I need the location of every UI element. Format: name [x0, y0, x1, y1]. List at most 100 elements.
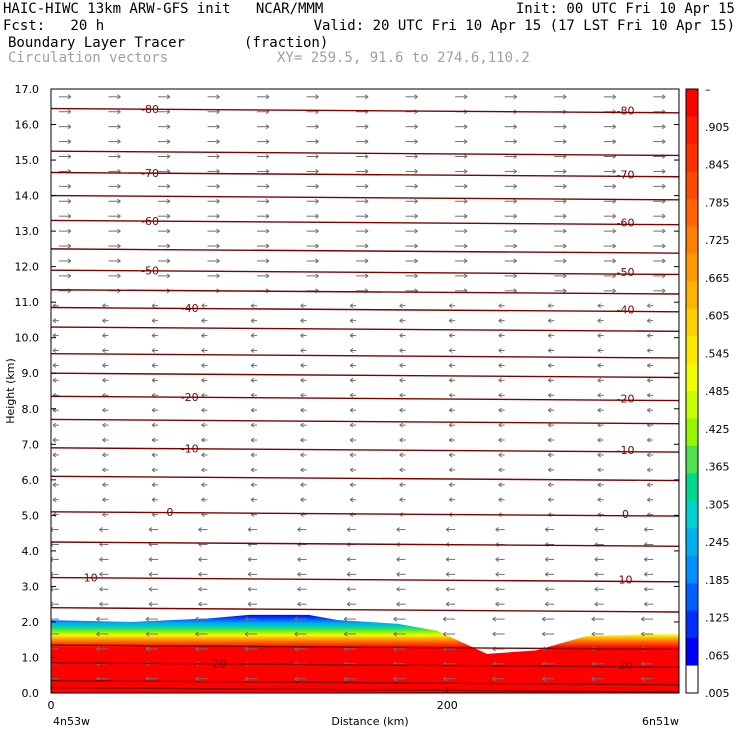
circulation-vector-head [145, 646, 150, 652]
circulation-vector-head [646, 437, 651, 443]
circulation-vector-head [265, 228, 270, 234]
circulation-vector-head [364, 228, 369, 234]
circulation-vector-head [547, 333, 552, 338]
contour-label: 10 [84, 572, 98, 585]
circulation-vector-head [52, 497, 57, 503]
circulation-vector-head [102, 497, 106, 503]
circulation-vector-head [399, 333, 403, 338]
circulation-vector-head [661, 228, 666, 234]
circulation-vector-head [265, 258, 270, 264]
circulation-vector-head [244, 616, 249, 622]
circulation-vector-head [265, 273, 270, 279]
init-time: Init: 00 UTC Fri 10 Apr 15 [515, 1, 735, 17]
circulation-vector-head [646, 392, 651, 398]
circulation-vector-head [247, 571, 252, 577]
circulation-vector-head [99, 601, 103, 607]
circulation-vector-head [201, 497, 205, 503]
circulation-vector-head [597, 377, 601, 383]
circulation-vector-head [52, 467, 57, 473]
y-tick-label: 8.0 [22, 403, 40, 416]
circulation-vector-head [661, 139, 666, 145]
circulation-vector-head [151, 422, 156, 428]
circulation-vector-head [597, 392, 601, 398]
circulation-vector-head [52, 348, 57, 353]
circulation-vector-head [52, 422, 57, 428]
temperature-contour-line-unlabeled [51, 679, 679, 686]
circulation-vector-head [201, 377, 205, 383]
circulation-vector-head [513, 198, 517, 204]
y-tick-label: 2.0 [22, 616, 40, 629]
circulation-vector-head [148, 586, 153, 592]
circulation-vector-head [198, 556, 202, 562]
circulation-vector-head [250, 467, 255, 473]
contour-label: 20 [212, 657, 226, 670]
circulation-vector-head [414, 228, 418, 234]
circulation-vector-head [591, 661, 595, 667]
circulation-vector-head [166, 213, 171, 219]
temperature-contour-line-unlabeled [51, 248, 679, 254]
circulation-vector-head [315, 94, 319, 100]
circulation-vector-head [661, 124, 666, 130]
circulation-vector-head [544, 556, 549, 562]
circulation-vector-head [300, 377, 304, 383]
circulation-vector-head [117, 273, 121, 279]
circulation-vector-head [612, 288, 616, 294]
circulation-vector-head [414, 183, 418, 189]
circulation-vector-head [216, 139, 220, 145]
circulation-vector-head [562, 124, 567, 130]
circulation-vector-head [396, 556, 400, 562]
colorbar-label: .245 [705, 536, 730, 549]
circulation-vector-head [544, 571, 549, 577]
circulation-vector-head [151, 482, 156, 488]
circulation-vector-head [247, 556, 252, 562]
circulation-vector-head [513, 124, 517, 130]
y-tick-label: 9.0 [22, 367, 40, 380]
circulation-vector-head [646, 318, 651, 324]
temperature-contour-line-unlabeled [51, 686, 679, 693]
circulation-vector-head [343, 676, 348, 682]
circulation-vector-head [513, 228, 517, 234]
circulation-vector-head [646, 407, 651, 413]
circulation-vector-head [297, 571, 301, 577]
circulation-vector-head [315, 213, 319, 219]
circulation-vector-head [96, 616, 100, 622]
temperature-contour-line-unlabeled [51, 644, 679, 650]
circulation-vector-head [315, 198, 319, 204]
colorbar-swatch [686, 308, 698, 337]
circulation-vector-head [562, 258, 567, 264]
circulation-vector-head [166, 273, 171, 279]
y-tick-label: 12.0 [15, 261, 40, 274]
circulation-vector-head [117, 198, 121, 204]
circulation-vector-head [448, 318, 453, 324]
circulation-vector-head [643, 601, 648, 607]
temperature-contour-line [51, 219, 679, 226]
colorbar-label: .305 [705, 498, 730, 511]
circulation-vector-head [151, 318, 156, 324]
x-start-label: 4n53w [53, 715, 90, 728]
colorbar-swatch [686, 418, 698, 447]
circulation-vector-head [513, 169, 517, 174]
circulation-vector-head [265, 243, 270, 249]
circulation-vector-head [414, 139, 418, 145]
colorbar-label: .905 [705, 121, 730, 134]
circulation-vector-head [67, 139, 72, 145]
circulation-vector-head [349, 318, 354, 324]
circulation-vector-head [661, 169, 666, 174]
circulation-vector-head [300, 303, 304, 309]
circulation-vector-head [265, 94, 270, 100]
circulation-vector-head [349, 497, 354, 503]
circulation-vector-head [364, 273, 369, 279]
circulation-vector-head [102, 482, 106, 488]
circulation-vector-head [396, 527, 400, 532]
circulation-vector-head [498, 303, 502, 309]
circulation-vector-head [646, 363, 651, 368]
circulation-vector-head [151, 452, 156, 458]
circulation-vector-head [547, 467, 552, 473]
circulation-vector-head [364, 198, 369, 204]
circulation-vector-head [646, 377, 651, 383]
circulation-vector-head [396, 571, 400, 577]
circulation-vector-head [151, 303, 156, 309]
circulation-vector-head [300, 452, 304, 458]
circulation-vector-head [591, 631, 595, 637]
circulation-vector-head [247, 527, 252, 532]
